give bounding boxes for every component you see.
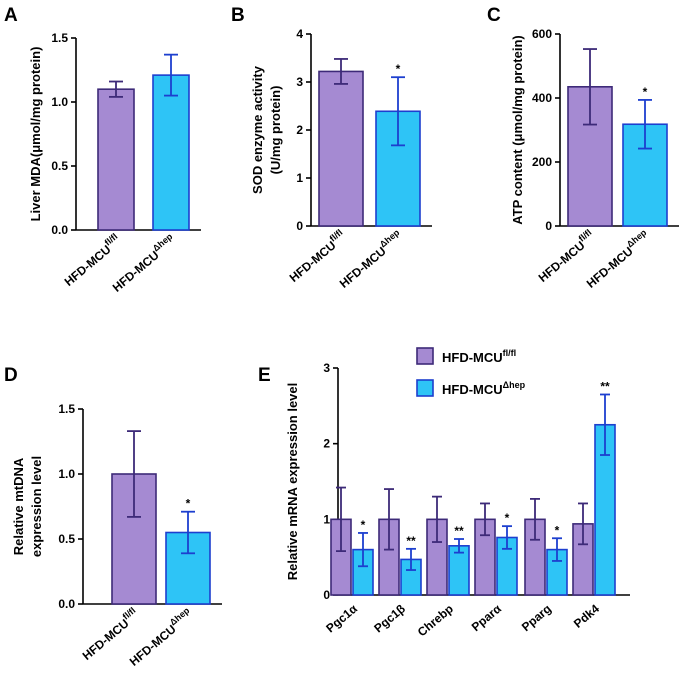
- y-tick-label: 0.0: [51, 223, 68, 237]
- y-axis: 0 200 400 600: [532, 27, 561, 233]
- bar-fl-fl: [318, 70, 364, 227]
- panel-label: C: [487, 5, 501, 26]
- panel-A: A 0.0 0.5 1.0 1.5 Liver MDA(μmol/mg protein) H…: [4, 5, 201, 295]
- error-bar: [391, 76, 405, 147]
- y-tick-label: 600: [532, 27, 552, 41]
- x-tick-label: Chrebp: [415, 602, 456, 640]
- y-tick-label: 0: [296, 219, 303, 233]
- y-tick-label: 400: [532, 91, 552, 105]
- y-tick-label: 1: [323, 512, 330, 526]
- y-tick-label: 3: [323, 361, 330, 375]
- y-axis-title: (U/mg protein): [268, 86, 283, 175]
- y-axis: 0.0 0.5 1.0 1.5: [58, 402, 84, 611]
- significance-mark: *: [396, 62, 401, 76]
- x-tick-label: Pparg: [519, 602, 554, 635]
- x-tick-label: HFD-MCUΔhep: [335, 227, 406, 291]
- error-bar: [638, 99, 652, 150]
- panel-label: A: [4, 5, 18, 26]
- x-tick-label: HFD-MCUΔhep: [125, 605, 196, 669]
- error-bar: [336, 486, 346, 553]
- x-tick-label: Pdk4: [571, 601, 602, 630]
- error-bar: [384, 488, 394, 551]
- error-bar: [583, 48, 597, 126]
- significance-mark: *: [555, 523, 560, 537]
- y-tick-label: 200: [532, 155, 552, 169]
- error-bar: [600, 393, 610, 456]
- bar-dhep: [152, 74, 190, 231]
- y-tick-label: 1.5: [51, 31, 68, 45]
- error-bar: [502, 525, 512, 550]
- y-tick-label: 0: [323, 588, 330, 602]
- significance-mark: *: [643, 85, 648, 99]
- error-bar: [578, 502, 588, 546]
- y-tick-label: 2: [296, 123, 303, 137]
- error-bar: [109, 80, 123, 98]
- error-bar: [552, 537, 562, 562]
- y-axis-title: Relative mRNA expression level: [285, 383, 300, 581]
- y-tick-label: 2: [323, 437, 330, 451]
- x-tick-label: HFD-MCUΔhep: [582, 227, 653, 291]
- y-axis-title: expression level: [29, 456, 44, 557]
- panel-C: C 0 200 400 600 ATP content (μmol/mg protein)…: [487, 5, 679, 291]
- x-tick-label: Pgc1β: [371, 602, 408, 636]
- significance-mark: *: [505, 511, 510, 525]
- y-tick-label: 1.0: [51, 95, 68, 109]
- legend-label: HFD-MCUΔhep: [442, 380, 526, 397]
- error-bar: [530, 498, 540, 541]
- panel-label: B: [231, 5, 245, 26]
- significance-mark: **: [600, 379, 610, 393]
- x-tick-label: HFD-MCUfl/fl: [285, 227, 349, 285]
- bar-dhep: [622, 123, 668, 227]
- error-bar: [358, 532, 368, 568]
- error-bar: [454, 538, 464, 554]
- significance-mark: *: [361, 518, 366, 532]
- bar-fl-fl: [97, 88, 135, 231]
- error-bar: [164, 53, 178, 97]
- y-tick-label: 1: [296, 171, 303, 185]
- y-axis-title: Relative mtDNA: [11, 457, 26, 555]
- panel-E: E 0 1 2 3 Relative mRNA expression level * Pgc1…: [258, 347, 630, 640]
- x-tick-label: Pparα: [469, 601, 505, 634]
- error-bar: [432, 495, 442, 543]
- y-tick-label: 1.5: [58, 402, 75, 416]
- error-bar: [181, 510, 195, 555]
- y-axis: 0.0 0.5 1.0 1.5: [51, 31, 77, 237]
- y-axis-title: ATP content (μmol/mg protein): [510, 35, 525, 224]
- panel-label: E: [258, 365, 271, 386]
- y-tick-label: 0.5: [51, 159, 68, 173]
- y-tick-label: 0.0: [58, 597, 75, 611]
- legend-label: HFD-MCUfl/fl: [442, 348, 516, 365]
- error-bar: [127, 430, 141, 518]
- legend-swatch: [416, 379, 434, 397]
- x-tick-label: HFD-MCUΔhep: [108, 231, 179, 295]
- y-axis-title: SOD enzyme activity: [250, 65, 265, 194]
- significance-mark: **: [454, 524, 464, 538]
- x-tick-label: Pgc1α: [323, 601, 360, 635]
- panel-B: B 0 1 2 3 4 SOD enzyme activity (U/mg protein) H…: [231, 5, 432, 291]
- legend: HFD-MCUfl/fl HFD-MCUΔhep: [416, 347, 526, 397]
- significance-mark: **: [406, 534, 416, 548]
- y-axis-title: Liver MDA(μmol/mg protein): [28, 47, 43, 222]
- error-bar: [480, 502, 490, 537]
- error-bar: [334, 58, 348, 85]
- significance-mark: *: [186, 497, 191, 511]
- y-axis: 0 1 2 3 4: [296, 27, 312, 233]
- panel-label: D: [4, 365, 18, 386]
- panel-D: D 0.0 0.5 1.0 1.5 Relative mtDNA expression le…: [4, 365, 222, 669]
- error-bar: [406, 547, 416, 571]
- y-tick-label: 3: [296, 75, 303, 89]
- y-tick-label: 4: [296, 27, 303, 41]
- legend-swatch: [416, 347, 434, 365]
- y-tick-label: 1.0: [58, 467, 75, 481]
- y-tick-label: 0: [545, 219, 552, 233]
- y-tick-label: 0.5: [58, 532, 75, 546]
